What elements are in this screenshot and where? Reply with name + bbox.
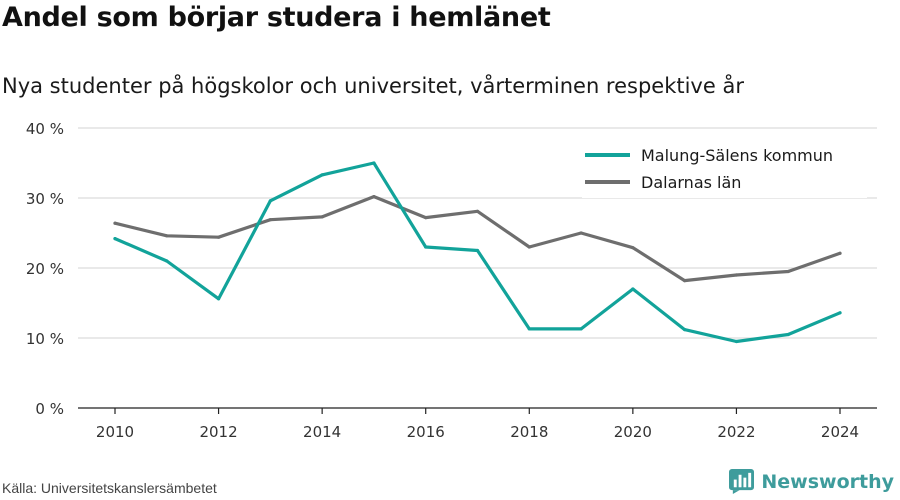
y-tick-label: 0 % xyxy=(35,400,64,418)
data-point xyxy=(424,216,428,220)
chart-subtitle: Nya studenter på högskolor och universit… xyxy=(2,74,744,98)
y-tick-label: 20 % xyxy=(26,260,64,278)
source-note: Källa: Universitetskanslersämbetet xyxy=(2,480,217,496)
chart-title: Andel som börjar studera i hemlänet xyxy=(2,2,551,33)
data-point xyxy=(683,328,687,332)
data-point xyxy=(527,245,531,249)
data-point xyxy=(475,248,480,253)
data-point xyxy=(631,246,635,250)
legend-background xyxy=(582,138,867,198)
x-tick-label: 2010 xyxy=(96,423,134,441)
data-point xyxy=(216,297,221,301)
bar-chart-logo-icon xyxy=(729,469,755,494)
data-point xyxy=(165,259,169,263)
data-point xyxy=(320,215,324,219)
brand-name: Newsworthy xyxy=(761,470,894,493)
data-point xyxy=(838,311,842,315)
data-point xyxy=(786,269,790,274)
data-point xyxy=(372,161,376,165)
data-point xyxy=(838,251,842,255)
y-tick-label: 30 % xyxy=(26,190,64,208)
data-point xyxy=(475,209,480,213)
data-point xyxy=(113,237,117,241)
data-point xyxy=(527,327,531,331)
data-point xyxy=(268,218,272,222)
data-point xyxy=(165,234,169,238)
data-point xyxy=(786,332,790,337)
data-point xyxy=(734,339,739,344)
data-point xyxy=(631,287,635,291)
x-tick-label: 2012 xyxy=(199,423,237,441)
y-tick-label: 40 % xyxy=(26,120,64,138)
x-tick-label: 2014 xyxy=(303,423,341,441)
data-point xyxy=(320,173,324,177)
data-point xyxy=(683,279,687,283)
y-tick-label: 10 % xyxy=(26,330,64,348)
legend-label: Dalarnas län xyxy=(641,173,741,192)
data-point xyxy=(372,195,376,199)
data-point xyxy=(268,199,272,203)
brand-logo: Newsworthy xyxy=(729,469,894,494)
x-tick-label: 2020 xyxy=(614,423,652,441)
data-point xyxy=(579,231,583,235)
data-point xyxy=(734,273,739,277)
data-point xyxy=(216,235,221,239)
x-tick-label: 2016 xyxy=(407,423,445,441)
data-point xyxy=(113,221,117,225)
data-point xyxy=(579,327,583,331)
x-tick-label: 2022 xyxy=(717,423,755,441)
x-tick-label: 2018 xyxy=(510,423,548,441)
x-tick-label: 2024 xyxy=(821,423,859,441)
data-point xyxy=(424,245,428,249)
legend-label: Malung-Sälens kommun xyxy=(641,146,833,165)
